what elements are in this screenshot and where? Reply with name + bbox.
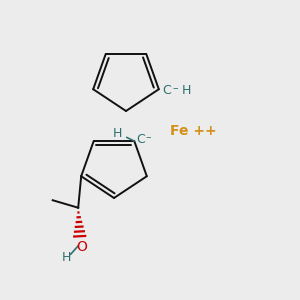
Text: C: C [137, 133, 146, 146]
Text: H: H [61, 251, 71, 264]
Text: O: O [76, 240, 87, 254]
Text: H: H [113, 127, 122, 140]
Text: –: – [172, 83, 178, 93]
Text: H: H [181, 84, 191, 97]
Text: –: – [146, 132, 151, 142]
Text: Fe ++: Fe ++ [170, 124, 217, 137]
Text: C: C [162, 84, 171, 97]
